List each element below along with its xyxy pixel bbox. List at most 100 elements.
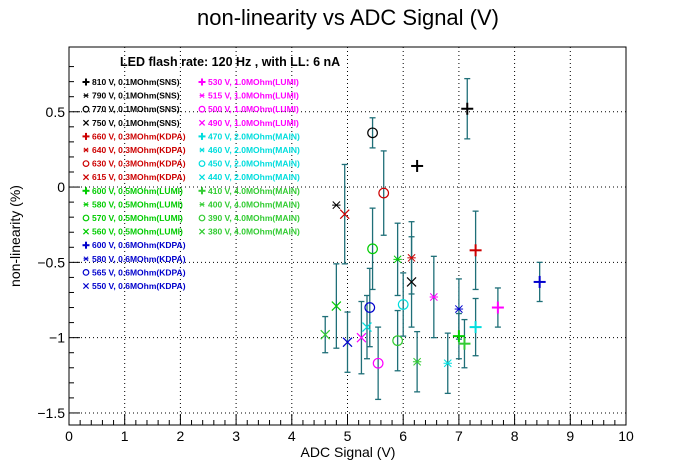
- legend-entry: 600 V, 0.5MOhm(LUMI): [82, 186, 183, 196]
- legend-marker: [82, 282, 90, 290]
- data-point: [339, 209, 350, 220]
- legend-entry: 565 V, 0.6MOhm(KDPA): [82, 267, 186, 277]
- data-point: [356, 332, 367, 343]
- x-tick-label: 5: [344, 428, 352, 444]
- y-tick-label: 0: [57, 179, 65, 195]
- data-point: [533, 275, 546, 288]
- legend-marker: [82, 78, 90, 86]
- y-tick-label: −0.5: [37, 254, 65, 270]
- data-point: [429, 293, 439, 301]
- legend-entry: 770 V, 0.1MOhm(SNS): [82, 104, 180, 114]
- legend-entry: 440 V, 2.0MOhm(MAIN): [198, 172, 300, 182]
- legend-marker: [198, 78, 206, 86]
- legend-marker: [82, 241, 90, 249]
- legend-entry: 615 V, 0.3MOhm(KDPA): [82, 172, 186, 182]
- data-point: [367, 243, 378, 255]
- legend-label: 500 V, 1.0MOhm(LUMI): [208, 104, 299, 114]
- y-axis-label: non-linearity (%): [7, 185, 23, 287]
- legend-marker: [82, 105, 90, 113]
- legend-entry: 500 V, 1.0MOhm(LUMI): [198, 104, 299, 114]
- legend-entry: 530 V, 1.0MOhm(LUMI): [198, 77, 299, 87]
- legend-marker: [83, 201, 89, 207]
- legend-marker: [83, 147, 89, 153]
- data-point: [443, 359, 452, 368]
- data-point: [372, 357, 384, 369]
- y-tick-label: −1: [49, 330, 65, 346]
- legend-marker: [198, 228, 206, 235]
- legend-label: 790 V, 0.1MOhm(SNS): [92, 91, 180, 101]
- x-tick-label: 6: [399, 428, 407, 444]
- legend-label: 560 V, 0.5MOhm(LUMI): [92, 227, 183, 237]
- legend-entry: 580 V, 0.5MOhm(LUMI): [83, 199, 183, 209]
- data-point: [491, 301, 504, 314]
- legend-marker: [199, 147, 205, 153]
- x-tick-label: 1: [121, 428, 129, 444]
- axis-ticks: 0 1 2 3 4 5 6 7 8 9 10 −1.5 −1 −0.5 0 0.5: [37, 66, 634, 444]
- legend-label: 460 V, 2.0MOhm(MAIN): [208, 145, 300, 155]
- legend-entry: 515 V, 1.0MOhm(LUMI): [199, 91, 299, 101]
- error-bar: [394, 309, 401, 372]
- legend-label: 770 V, 0.1MOhm(SNS): [92, 104, 180, 114]
- legend-entry: 380 V, 4.0MOhm(MAIN): [198, 227, 300, 237]
- legend-entry: 750 V, 0.1MOhm(SNS): [82, 118, 180, 128]
- legend-label: 450 V, 2.0MOhm(MAIN): [208, 159, 300, 169]
- data-point: [393, 255, 402, 264]
- data-point: [362, 322, 372, 333]
- legend-label: 615 V, 0.3MOhm(KDPA): [92, 172, 186, 182]
- legend-marker: [82, 174, 90, 181]
- data-point: [367, 127, 378, 139]
- legend-marker: [198, 214, 206, 222]
- x-tick-label: 3: [232, 428, 240, 444]
- data-point: [364, 302, 376, 313]
- legend-marker: [198, 160, 206, 168]
- data-point: [412, 357, 422, 366]
- data-point: [458, 337, 471, 350]
- legend-entry: 560 V, 0.5MOhm(LUMI): [82, 227, 183, 237]
- legend-label: 380 V, 4.0MOhm(MAIN): [208, 227, 300, 237]
- legend-entry: 570 V, 0.5MOhm(LUMI): [82, 213, 183, 223]
- data-point: [320, 329, 331, 340]
- data-point: [332, 201, 341, 210]
- legend-entry: 390 V, 4.0MOhm(MAIN): [198, 213, 300, 223]
- legend-label: 570 V, 0.5MOhm(LUMI): [92, 213, 183, 223]
- legend-marker: [82, 228, 90, 235]
- chart-title: non-linearity vs ADC Signal (V): [197, 5, 499, 30]
- legend-label: 565 V, 0.6MOhm(KDPA): [92, 267, 186, 277]
- data-point: [454, 305, 464, 313]
- error-bar: [400, 272, 407, 337]
- legend-marker: [198, 174, 206, 181]
- y-tick-label: 0.5: [46, 104, 66, 120]
- legend-label: 810 V, 0.1MOhm(SNS): [92, 77, 180, 87]
- legend-marker: [82, 132, 90, 140]
- error-bar: [375, 326, 382, 401]
- legend-label: 515 V, 1.0MOhm(LUMI): [208, 91, 299, 101]
- data-point: [407, 253, 416, 262]
- legend-label: 640 V, 0.3MOhm(KDPA): [92, 145, 186, 155]
- legend-marker: [82, 187, 90, 195]
- error-bar: [380, 150, 387, 236]
- x-tick-label: 2: [177, 428, 185, 444]
- legend-marker: [198, 119, 206, 126]
- legend-marker: [82, 269, 90, 276]
- error-bar: [369, 117, 376, 149]
- legend-marker: [198, 132, 206, 140]
- x-tick-label: 8: [511, 428, 519, 444]
- legend-entry: 810 V, 0.1MOhm(SNS): [82, 77, 180, 87]
- data-markers: [320, 102, 546, 369]
- data-point: [378, 187, 390, 199]
- data-point: [397, 299, 409, 310]
- legend-marker: [198, 187, 206, 195]
- legend-marker: [82, 160, 90, 168]
- legend-label: 470 V, 2.0MOhm(MAIN): [208, 131, 300, 141]
- legend-entry: 490 V, 1.0MOhm(LUMI): [198, 118, 299, 128]
- legend-label: 490 V, 1.0MOhm(LUMI): [208, 118, 299, 128]
- x-tick-label: 4: [288, 428, 296, 444]
- error-bar: [366, 267, 373, 348]
- grid: [69, 47, 626, 425]
- legend-marker: [83, 256, 89, 262]
- legend-entry: 790 V, 0.1MOhm(SNS): [83, 91, 180, 101]
- legend-label: 600 V, 0.6MOhm(KDPA): [92, 240, 186, 250]
- legend-label: 410 V, 4.0MOhm(MAIN): [208, 186, 300, 196]
- legend-entry: 400 V, 4.0MOhm(MAIN): [199, 199, 300, 209]
- data-point: [469, 244, 482, 257]
